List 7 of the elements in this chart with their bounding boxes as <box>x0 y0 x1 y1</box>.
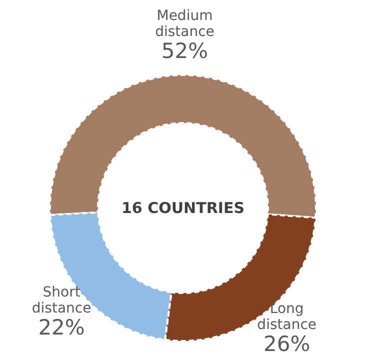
slice-label: Short distance <box>32 284 92 317</box>
data-label: 26% <box>263 332 310 356</box>
slice-label: Long distance <box>257 301 316 334</box>
data-label: 22% <box>38 316 85 340</box>
data-label: 52% <box>161 39 208 64</box>
slice-label: Medium distance <box>155 8 214 40</box>
text: 16 COUNTRIES <box>121 199 245 217</box>
